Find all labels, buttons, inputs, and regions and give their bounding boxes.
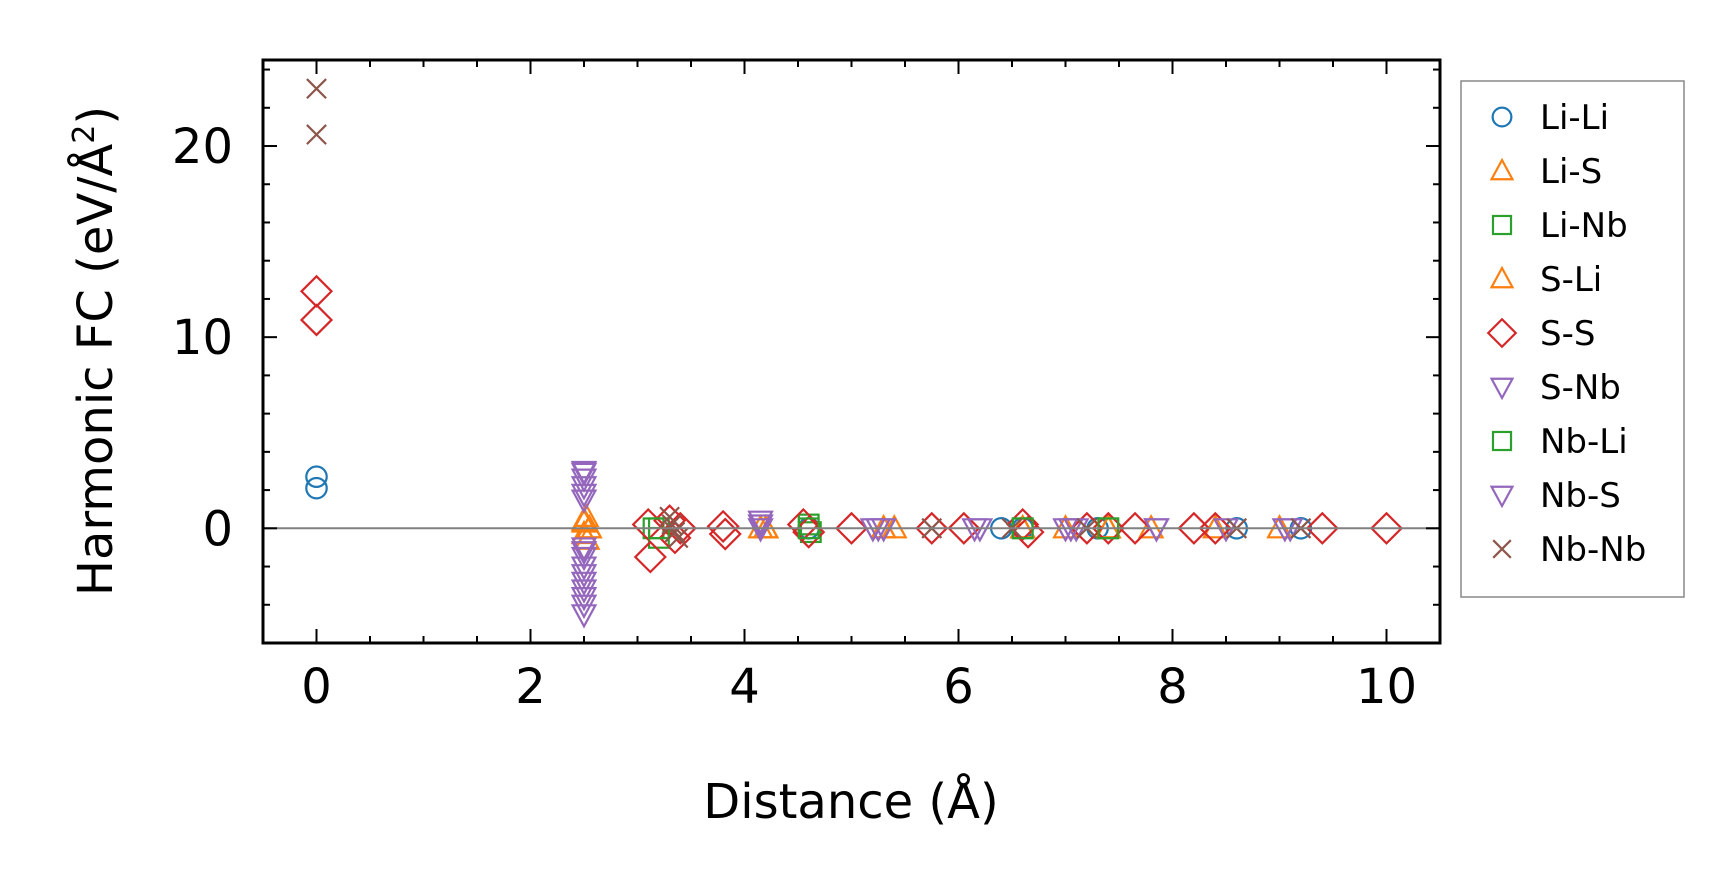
data-point	[658, 521, 692, 555]
data-point	[306, 78, 327, 100]
data-point	[570, 483, 598, 509]
series-nb-nb	[306, 78, 1312, 549]
legend-label: Li-Nb	[1540, 206, 1628, 246]
data-point	[305, 465, 328, 489]
data-point	[576, 514, 603, 539]
data-point	[1305, 511, 1339, 545]
data-point	[706, 509, 740, 543]
data-point	[1212, 518, 1240, 543]
series-nb-s	[570, 462, 1304, 543]
x-tick-label: 4	[729, 659, 760, 715]
y-axis-label-sup: 2	[67, 125, 102, 144]
data-point	[1011, 515, 1045, 549]
data-point	[299, 303, 334, 337]
legend-entry: Li-Li	[1491, 98, 1609, 138]
data-point	[570, 476, 598, 501]
data-point	[570, 587, 598, 612]
legend-marker	[1489, 485, 1515, 509]
legend-entry: Nb-S	[1489, 476, 1621, 516]
data-point	[570, 604, 598, 629]
data-point	[947, 511, 981, 545]
legend-entry: Li-Nb	[1491, 206, 1628, 246]
legend-marker	[1489, 265, 1515, 289]
legend-label: Nb-S	[1540, 476, 1621, 516]
series-s-nb	[570, 460, 1299, 629]
legend-label: S-Li	[1540, 260, 1602, 300]
legend-marker	[1486, 317, 1518, 349]
data-point	[306, 124, 327, 145]
y-tick-label: 20	[172, 119, 233, 175]
legend-marker	[1491, 106, 1513, 128]
data-point	[1052, 514, 1079, 539]
x-tick-label: 0	[301, 659, 332, 715]
data-point	[661, 514, 683, 535]
legend-entry: S-Li	[1489, 260, 1602, 300]
y-axis-label: Harmonic FC (eV/Å2)	[67, 106, 124, 596]
data-point	[305, 476, 328, 500]
data-point	[865, 518, 892, 543]
legend-label: Nb-Li	[1540, 422, 1628, 462]
data-point	[1369, 511, 1404, 545]
data-point	[961, 518, 988, 543]
data-point	[659, 506, 680, 528]
data-point	[570, 468, 598, 493]
data-point	[570, 571, 598, 597]
data-point	[747, 510, 774, 535]
data-point	[1198, 511, 1232, 545]
y-axis-label-close: )	[68, 106, 124, 125]
x-axis-label: Distance (Å)	[703, 773, 998, 830]
data-point	[1057, 518, 1085, 543]
data-point	[1202, 514, 1229, 539]
legend-marker	[1489, 377, 1515, 401]
x-tick-label: 10	[1356, 659, 1417, 715]
x-tick-label: 8	[1157, 659, 1188, 715]
legend-entry: Nb-Nb	[1492, 530, 1646, 570]
data-point	[570, 556, 598, 581]
data-point	[915, 511, 949, 545]
x-tick-label: 6	[943, 659, 974, 715]
data-marks	[299, 78, 1404, 629]
data-point	[664, 521, 686, 543]
data-point	[633, 540, 667, 574]
data-point	[834, 511, 869, 545]
legend-marker	[1492, 539, 1512, 559]
y-tick-label: 0	[202, 501, 233, 557]
data-point	[570, 579, 598, 604]
data-point	[799, 521, 822, 544]
legend: Li-Li Li-S Li-Nb S-Li S-S S-Nb Nb-Li Nb-S Nb-Nb	[1460, 80, 1685, 598]
data-point	[299, 274, 334, 308]
legend-marker	[1489, 157, 1515, 181]
data-point	[570, 462, 598, 488]
data-point	[1276, 518, 1304, 543]
data-point	[1137, 514, 1165, 539]
legend-label: Nb-Nb	[1540, 530, 1646, 570]
data-point	[570, 489, 598, 514]
data-point	[1143, 518, 1170, 543]
axes: 0 2 4 6 8 10 0 10 20	[172, 60, 1440, 715]
data-point	[752, 514, 780, 539]
legend-entry: S-S	[1486, 314, 1595, 354]
legend-label: S-Nb	[1540, 368, 1621, 408]
legend-entry: Li-S	[1489, 152, 1602, 192]
legend-entry: S-Nb	[1489, 368, 1621, 408]
legend-label: S-S	[1540, 314, 1595, 354]
data-point	[747, 518, 774, 543]
data-point	[870, 514, 897, 539]
y-axis-label-main: Harmonic FC (eV/Å	[67, 144, 124, 597]
data-point	[667, 527, 689, 549]
legend-label: Li-Li	[1540, 98, 1609, 138]
legend-label: Li-S	[1540, 152, 1602, 192]
y-tick-label: 10	[172, 310, 233, 366]
data-point	[747, 514, 774, 539]
data-point	[570, 541, 598, 566]
x-tick-label: 2	[515, 659, 546, 715]
data-point	[1266, 514, 1293, 539]
legend-marker	[1491, 430, 1513, 452]
legend-marker	[1491, 214, 1513, 236]
legend-entry: Nb-Li	[1491, 422, 1628, 462]
data-point	[1118, 511, 1152, 545]
plot-frame	[261, 58, 1442, 645]
